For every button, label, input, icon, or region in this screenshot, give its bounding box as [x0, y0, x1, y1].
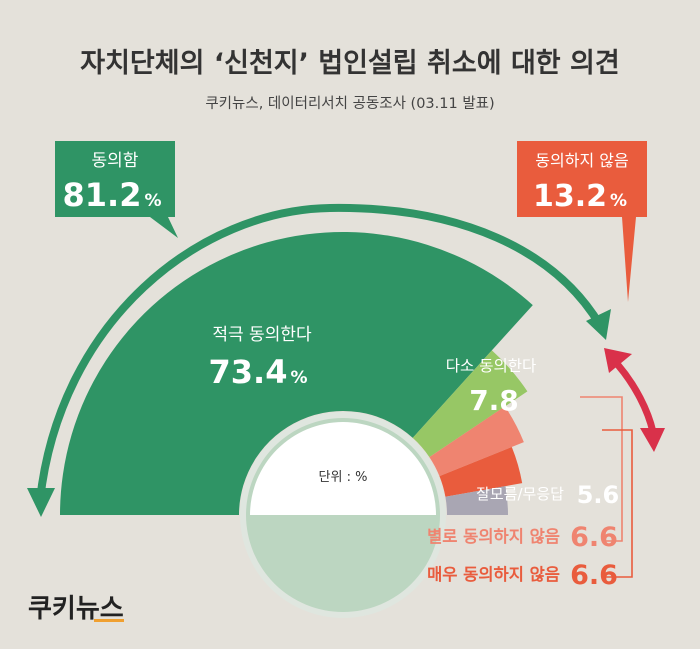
- slice-unknown: [445, 486, 508, 515]
- leader-line-strongly-disagree: [602, 429, 633, 578]
- chart-title: 자치단체의 ‘신천지’ 법인설립 취소에 대한 의견: [80, 48, 619, 79]
- slice-label-somewhat-disagree: 별로 동의하지 않음: [427, 527, 560, 546]
- slice-label-strong-agree: 적극 동의한다: [212, 325, 312, 345]
- unit-label: 단위 : %: [319, 470, 368, 485]
- slice-strongly-disagree: [439, 446, 523, 497]
- slice-value-somewhat-agree: 7.8: [469, 384, 519, 417]
- agree-callout-label: 동의함: [92, 151, 139, 171]
- agree-callout-value: 81.2%: [63, 176, 162, 214]
- slice-somewhat-agree: [412, 350, 528, 458]
- donut-center-hole: [250, 422, 436, 515]
- agree-arrow-head-right: [586, 309, 611, 340]
- slice-strong-agree: [60, 232, 533, 515]
- disagree-span-arrow: [614, 361, 657, 436]
- logo-underline-icon: [94, 619, 124, 622]
- slices-group: [60, 232, 533, 515]
- disagree-callout-box: [517, 141, 647, 302]
- agree-arrow-head-left: [27, 488, 55, 517]
- disagree-callout-label: 동의하지 않음: [535, 151, 628, 170]
- slice-value-strong-agree: 73.4%: [209, 353, 308, 391]
- slice-value-somewhat-disagree: 6.6: [570, 522, 618, 553]
- disagree-arrow-head-top: [604, 348, 632, 373]
- disagree-callout-value: 13.2%: [533, 179, 627, 214]
- agree-callout-box: [55, 141, 178, 238]
- slice-somewhat-disagree: [429, 406, 524, 477]
- disagree-arrow-head-bottom: [640, 428, 665, 452]
- slice-label-strongly-disagree: 매우 동의하지 않음: [427, 565, 560, 584]
- slice-label-unknown: 잘모름/무응답: [476, 485, 564, 503]
- slice-value-unknown: 5.6: [577, 481, 620, 509]
- leader-line-somewhat-disagree: [580, 396, 623, 542]
- slice-label-somewhat-agree: 다소 동의한다: [446, 357, 537, 375]
- slice-value-strongly-disagree: 6.6: [570, 560, 618, 591]
- chart-subtitle: 쿠키뉴스, 데이터리서치 공동조사 (03.11 발표): [205, 95, 494, 112]
- agree-span-arrow: [36, 203, 604, 504]
